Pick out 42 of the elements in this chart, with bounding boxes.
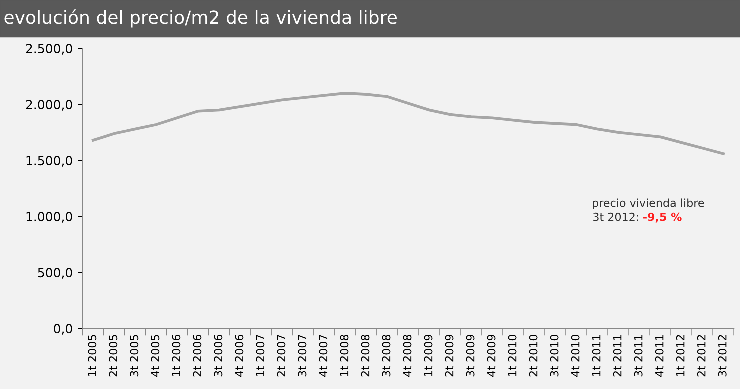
x-tick-label: 2t 2012 [697,335,706,377]
x-tick-label: 4t 2007 [319,335,328,377]
x-tick-label: 3t 2011 [634,335,643,377]
chart-title: evolución del precio/m2 de la vivienda libre [4,10,397,28]
y-tick-label: 0,0 [54,324,72,335]
x-tick-label: 2t 2006 [193,334,202,377]
annotation: precio vivienda libre [593,198,704,210]
x-tick-label: 2t 2010 [529,335,538,377]
x-tick-label: 2t 2011 [613,335,622,377]
y-tick-label: 1.000,0 [26,212,72,223]
annotation: 3t 2012: [594,212,638,222]
x-tick-label: 1t 2009 [424,335,433,376]
x-tick-label: 2t 2007 [277,335,286,377]
y-tick-label: 2.500,0 [26,44,72,55]
x-tick-label: 3t 2010 [550,335,559,377]
x-tick-label: 4t 2006 [235,334,244,377]
x-tick-label: 1t 2010 [508,335,517,376]
x-tick-label: 4t 2005 [151,335,160,377]
y-tick-label: 1.500,0 [26,156,72,167]
x-tick-label: 2t 2009 [445,335,454,377]
line-series [92,92,725,156]
y-tick-label: 500,0 [38,268,72,279]
annotation: -9,5 % [644,212,682,223]
x-tick-label: 3t 2012 [718,335,727,377]
x-tick-label: 1t 2012 [676,335,685,376]
x-tick-label: 2t 2005 [109,335,118,377]
x-tick-label: 1t 2006 [172,334,181,376]
x-tick-label: 4t 2009 [487,335,496,377]
x-tick-label: 3t 2005 [130,335,139,377]
x-tick-label: 4t 2008 [403,335,412,377]
x-tick-label: 3t 2007 [298,335,307,377]
x-tick-label: 3t 2009 [466,335,475,377]
x-tick-label: 1t 2008 [340,335,349,376]
x-tick-label: 4t 2010 [571,335,580,377]
x-tick-label: 2t 2008 [361,335,370,377]
x-tick-label: 3t 2006 [214,334,223,377]
x-tick-label: 1t 2011 [592,335,601,376]
y-tick-label: 2.000,0 [26,100,72,111]
x-tick-label: 1t 2007 [256,335,265,376]
x-tick-label: 3t 2008 [382,335,391,377]
x-tick-label: 4t 2011 [655,335,664,377]
x-tick-label: 1t 2005 [88,335,97,376]
